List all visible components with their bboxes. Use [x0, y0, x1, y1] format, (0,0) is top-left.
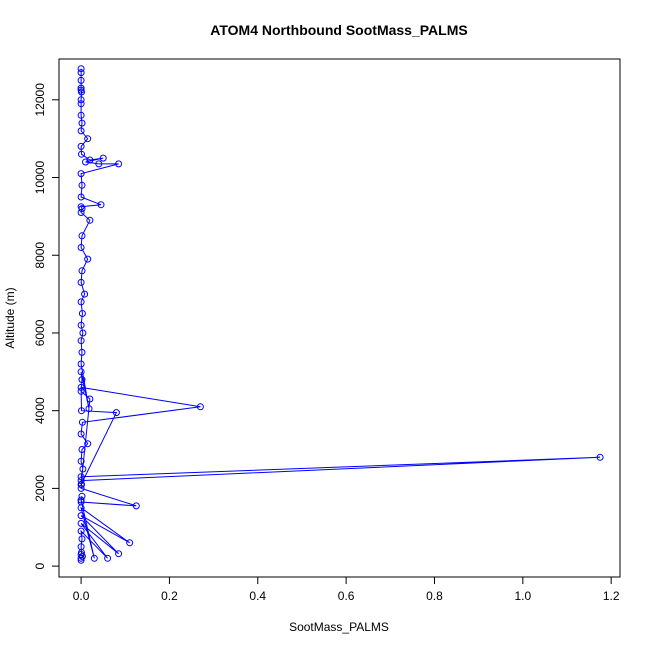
- data-point: [84, 440, 92, 448]
- data-point: [77, 84, 85, 92]
- data-point: [77, 111, 85, 119]
- data-point: [77, 519, 85, 527]
- data-point: [78, 119, 86, 127]
- x-axis-label: SootMass_PALMS: [289, 620, 389, 634]
- x-tick-label: 0.6: [338, 589, 355, 603]
- data-point: [126, 539, 134, 547]
- data-point: [78, 181, 86, 189]
- data-point: [77, 543, 85, 551]
- data-point: [132, 502, 140, 510]
- data-point: [77, 298, 85, 306]
- data-point: [77, 484, 85, 492]
- y-tick-label: 4000: [33, 397, 47, 424]
- data-point: [78, 267, 86, 275]
- data-point: [596, 453, 604, 461]
- data-point: [77, 512, 85, 520]
- y-tick-label: 12000: [33, 83, 47, 117]
- series-layer: [77, 65, 604, 564]
- data-point: [77, 65, 85, 73]
- chart-title: ATOM4 Northbound SootMass_PALMS: [210, 22, 467, 38]
- data-point: [77, 337, 85, 345]
- data-point: [77, 170, 85, 178]
- x-tick-label: 1.2: [603, 589, 620, 603]
- data-point: [82, 158, 89, 166]
- data-point: [77, 457, 85, 465]
- data-point: [77, 473, 85, 481]
- series-line: [80, 68, 601, 561]
- data-point: [77, 368, 85, 376]
- data-point: [78, 446, 86, 453]
- data-point: [84, 135, 92, 143]
- data-point: [86, 216, 94, 224]
- data-point: [77, 383, 85, 391]
- data-point: [99, 154, 107, 162]
- data-point: [77, 69, 85, 77]
- x-tick-label: 0.8: [426, 589, 443, 603]
- data-point: [77, 527, 85, 535]
- data-point: [77, 76, 85, 84]
- plot-frame: [58, 58, 621, 578]
- data-point: [77, 498, 85, 506]
- data-point: [79, 465, 87, 473]
- data-point: [77, 481, 85, 488]
- data-point: [77, 360, 85, 368]
- data-point: [77, 321, 85, 329]
- y-axis-label: Altitude (m): [3, 287, 17, 348]
- data-point: [78, 552, 86, 560]
- data-point: [77, 477, 85, 485]
- data-point: [78, 310, 86, 317]
- data-point: [81, 290, 89, 298]
- data-point: [84, 255, 92, 263]
- data-point: [77, 430, 85, 438]
- data-point: [95, 160, 103, 168]
- data-point: [85, 405, 93, 413]
- data-point: [115, 550, 123, 558]
- data-point: [77, 142, 85, 150]
- y-tick-label: 0: [33, 562, 47, 569]
- y-tick-label: 10000: [33, 161, 47, 195]
- data-point: [78, 348, 86, 356]
- data-point: [77, 203, 85, 211]
- x-tick-label: 0.0: [73, 589, 90, 603]
- data-point: [78, 418, 86, 426]
- data-point: [86, 395, 94, 403]
- y-tick-label: 2000: [33, 475, 47, 502]
- x-tick-label: 1.0: [514, 589, 531, 603]
- data-point: [78, 150, 85, 158]
- y-axis: 0 2000 4000 6000 8000 10000 12000: [33, 83, 60, 569]
- x-tick-label: 0.4: [249, 589, 266, 603]
- data-point: [77, 278, 85, 286]
- data-point: [78, 407, 85, 415]
- data-point: [115, 160, 123, 168]
- data-point: [77, 387, 85, 395]
- data-point: [79, 329, 87, 337]
- data-point: [97, 201, 105, 209]
- data-point: [77, 496, 85, 504]
- data-point: [77, 96, 85, 104]
- data-point: [77, 86, 85, 94]
- x-axis: 0.0 0.2 0.4 0.6 0.8 1.0 1.2: [73, 576, 620, 603]
- y-tick-label: 8000: [33, 242, 47, 269]
- data-point: [112, 409, 120, 417]
- data-point: [86, 156, 94, 164]
- data-point: [196, 403, 204, 411]
- data-point: [78, 376, 86, 384]
- data-point: [78, 535, 86, 543]
- data-point: [77, 127, 85, 135]
- data-point: [90, 554, 98, 562]
- data-point: [77, 193, 85, 201]
- y-tick-label: 6000: [33, 319, 47, 346]
- data-point: [77, 100, 85, 108]
- data-point: [78, 232, 86, 240]
- data-point: [104, 554, 112, 562]
- data-point: [77, 244, 85, 251]
- x-tick-label: 0.2: [161, 589, 178, 603]
